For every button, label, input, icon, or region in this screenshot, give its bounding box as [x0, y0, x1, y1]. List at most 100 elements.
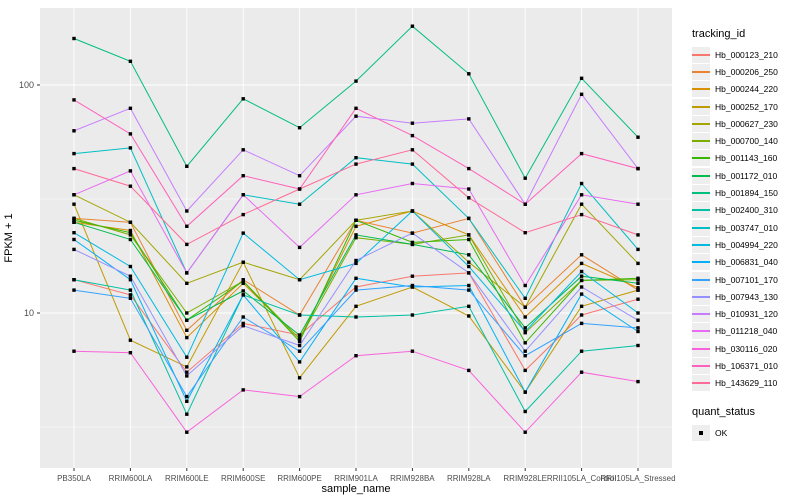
- legend-item: Hb_000252_170: [692, 98, 800, 115]
- x-tick-label: RRIM901LA: [334, 474, 378, 483]
- data-point: [72, 216, 76, 221]
- legend-line-swatch: [692, 105, 710, 108]
- data-point: [523, 202, 527, 206]
- data-point: [241, 321, 245, 326]
- quant-status-legend: quant_status OK: [692, 406, 800, 441]
- legend-title: tracking_id: [692, 28, 746, 40]
- data-point: [354, 288, 358, 292]
- data-point: [241, 231, 245, 235]
- legend-item-label: Hb_000206_250: [715, 66, 778, 77]
- legend-line-swatch: [692, 295, 710, 298]
- data-point: [354, 354, 358, 358]
- legend-key: [692, 185, 710, 202]
- data-point: [467, 196, 471, 200]
- data-point: [523, 176, 527, 180]
- data-point: [579, 304, 584, 308]
- legend-key: [692, 288, 710, 305]
- data-point: [410, 121, 415, 125]
- legend-line-swatch: [692, 53, 710, 56]
- y-tick-label: 10: [24, 308, 34, 318]
- data-point: [128, 264, 133, 269]
- legend-item-label: Hb_011218_040: [715, 326, 778, 337]
- legend-line-swatch: [692, 157, 710, 160]
- data-point: [410, 242, 415, 247]
- data-point: [185, 224, 189, 228]
- legend-items: Hb_000123_210 Hb_000206_250 Hb_000244_220 H…: [692, 46, 800, 392]
- data-point: [128, 296, 133, 300]
- legend-item-label: Hb_106371_010: [715, 360, 778, 371]
- data-point: [72, 237, 76, 242]
- data-point: [185, 281, 189, 285]
- data-point: [354, 315, 358, 319]
- data-point: [354, 79, 358, 83]
- legend-item: Hb_007101_170: [692, 271, 800, 288]
- data-point: [410, 133, 415, 138]
- data-point: [410, 313, 415, 317]
- data-point: [636, 318, 640, 322]
- data-point: [241, 281, 245, 285]
- x-tick-label: RRII105LA_Control: [547, 474, 617, 483]
- data-point: [579, 92, 584, 96]
- legend-line-swatch: [692, 330, 710, 333]
- legend-line-swatch: [692, 278, 710, 281]
- x-tick-label: RRIM600PE: [277, 474, 321, 483]
- data-point: [185, 430, 189, 434]
- data-point: [185, 318, 189, 322]
- data-point: [297, 394, 302, 399]
- data-point: [297, 313, 302, 317]
- data-point: [579, 349, 584, 353]
- data-point: [579, 193, 584, 197]
- data-point: [128, 293, 133, 297]
- legend-item: Hb_143629_110: [692, 375, 800, 392]
- quant-legend-title: quant_status: [692, 405, 755, 418]
- legend-item-label: Hb_010931_120: [715, 309, 778, 320]
- data-point: [128, 288, 133, 292]
- data-point: [410, 231, 415, 235]
- data-point: [410, 148, 415, 152]
- legend-key: [692, 150, 710, 167]
- legend-line-swatch: [692, 243, 710, 246]
- data-point: [185, 394, 189, 399]
- data-point: [128, 274, 133, 278]
- data-point: [185, 164, 189, 168]
- data-point: [241, 174, 245, 178]
- legend-line-swatch: [692, 140, 710, 143]
- data-point: [523, 296, 527, 300]
- data-point: [467, 72, 471, 76]
- data-point: [128, 351, 133, 355]
- data-point: [636, 135, 640, 139]
- data-point: [523, 305, 527, 309]
- data-point: [72, 151, 76, 156]
- data-point: [410, 209, 415, 213]
- legend-item: Hb_000123_210: [692, 46, 800, 63]
- legend-key: [692, 202, 710, 219]
- data-point: [241, 289, 245, 293]
- data-point: [185, 412, 189, 416]
- data-point: [579, 212, 584, 217]
- data-point: [467, 253, 471, 257]
- legend-item: Hb_007943_130: [692, 288, 800, 305]
- x-tick-label: RRIM928LA: [447, 474, 491, 483]
- legend-item: Hb_004994_220: [692, 236, 800, 253]
- legend-key: [692, 133, 710, 150]
- legend-item: Hb_003747_010: [692, 219, 800, 236]
- data-point: [467, 283, 471, 288]
- data-point: [241, 97, 245, 101]
- data-point: [354, 236, 358, 240]
- x-tick-label: RRIM600SE: [221, 474, 265, 483]
- data-point: [297, 376, 302, 380]
- data-point: [410, 24, 415, 28]
- legend-item: Hb_000244_220: [692, 81, 800, 98]
- data-point: [297, 337, 302, 341]
- data-point: [467, 314, 471, 318]
- legend-item-label: Hb_000700_140: [715, 136, 778, 147]
- legend-item-label: Hb_143629_110: [715, 378, 778, 389]
- legend-line-swatch: [692, 347, 710, 350]
- data-point: [185, 242, 189, 247]
- legend-line-swatch: [692, 70, 710, 73]
- data-point: [523, 326, 527, 330]
- data-point: [579, 278, 584, 283]
- y-axis-title: FPKM + 1: [3, 213, 15, 262]
- data-point: [241, 212, 245, 217]
- data-point: [185, 365, 189, 369]
